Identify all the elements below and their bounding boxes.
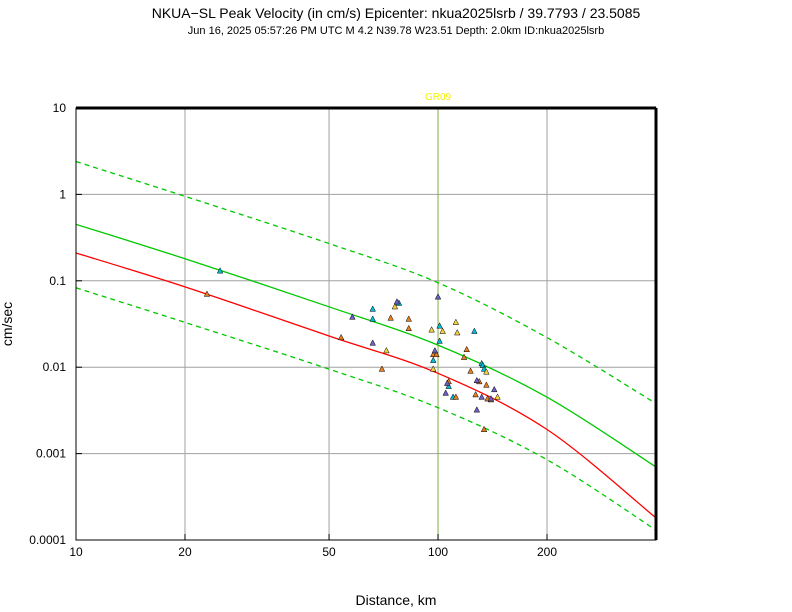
station-triangle <box>216 267 224 274</box>
station-points <box>203 267 501 432</box>
station-triangle <box>405 315 412 322</box>
station-triangle <box>337 333 345 341</box>
station-triangle <box>480 365 488 372</box>
x-axis-label: Distance, km <box>356 592 437 608</box>
station-triangle <box>434 293 442 300</box>
station-triangle <box>430 365 437 372</box>
station-triangle <box>483 381 490 388</box>
station-triangle <box>378 365 386 372</box>
station-triangle <box>369 315 376 322</box>
station-triangle <box>430 356 437 363</box>
axis-ticks: 10 20 50 100 200 0.0001 0.001 0.01 0.1 1 10 <box>29 101 557 559</box>
y-axis-label: cm/sec <box>0 302 15 346</box>
station-triangle <box>369 305 376 312</box>
station-triangle <box>467 367 474 374</box>
station-triangle <box>491 385 498 393</box>
curve-line-0 <box>76 223 656 468</box>
station-triangle <box>443 379 451 386</box>
plot-frame <box>75 107 657 541</box>
chart-subtitle: Jun 16, 2025 05:57:26 PM UTC M 4.2 N39.7… <box>187 25 605 37</box>
y-tick-label: 1 <box>59 187 66 201</box>
station-triangle <box>431 347 439 354</box>
curve-line-1 <box>76 160 656 405</box>
y-tick-label: 0.1 <box>49 274 66 288</box>
station-triangle <box>436 337 443 344</box>
station-triangle <box>487 395 495 402</box>
x-tick-label: 50 <box>322 545 336 559</box>
x-tick-label: 20 <box>178 545 192 559</box>
curve-line-2 <box>76 287 656 531</box>
station-triangle <box>203 290 211 297</box>
station-triangle <box>471 327 478 334</box>
station-triangle <box>349 313 356 320</box>
y-tick-label: 0.0001 <box>29 533 66 547</box>
x-tick-label: 10 <box>69 545 83 559</box>
station-triangle <box>460 353 468 360</box>
station-triangle <box>480 425 488 432</box>
station-triangle <box>472 390 479 398</box>
station-triangle <box>478 393 485 400</box>
station-triangle <box>433 350 440 358</box>
attenuation-curves <box>76 160 656 531</box>
station-triangle <box>454 329 461 336</box>
curve-line-3 <box>76 252 656 519</box>
station-triangle <box>405 324 412 332</box>
station-triangle <box>473 376 481 384</box>
station-triangle <box>494 393 501 400</box>
station-triangle <box>483 368 490 375</box>
station-marker: GR09 <box>425 92 452 540</box>
station-marker-label: GR09 <box>425 92 452 103</box>
chart-title: NKUA−SL Peak Velocity (in cm/s) Epicente… <box>151 5 641 21</box>
station-triangle <box>473 406 481 413</box>
station-triangle <box>369 339 376 346</box>
y-tick-label: 10 <box>53 101 67 115</box>
station-triangle <box>387 314 394 321</box>
x-tick-label: 200 <box>537 545 557 559</box>
station-triangle <box>452 318 460 325</box>
x-tick-label: 100 <box>428 545 448 559</box>
station-triangle <box>452 393 460 400</box>
grid-lines <box>75 107 656 541</box>
station-triangle <box>436 322 443 329</box>
y-tick-label: 0.01 <box>43 360 67 374</box>
station-triangle <box>442 389 449 396</box>
station-triangle <box>445 382 452 389</box>
station-triangle <box>463 345 470 353</box>
station-triangle <box>439 327 446 334</box>
station-triangle <box>391 303 399 310</box>
station-triangle <box>428 326 435 333</box>
station-triangle <box>383 347 390 354</box>
y-tick-label: 0.001 <box>36 447 66 461</box>
station-triangle <box>393 298 401 305</box>
